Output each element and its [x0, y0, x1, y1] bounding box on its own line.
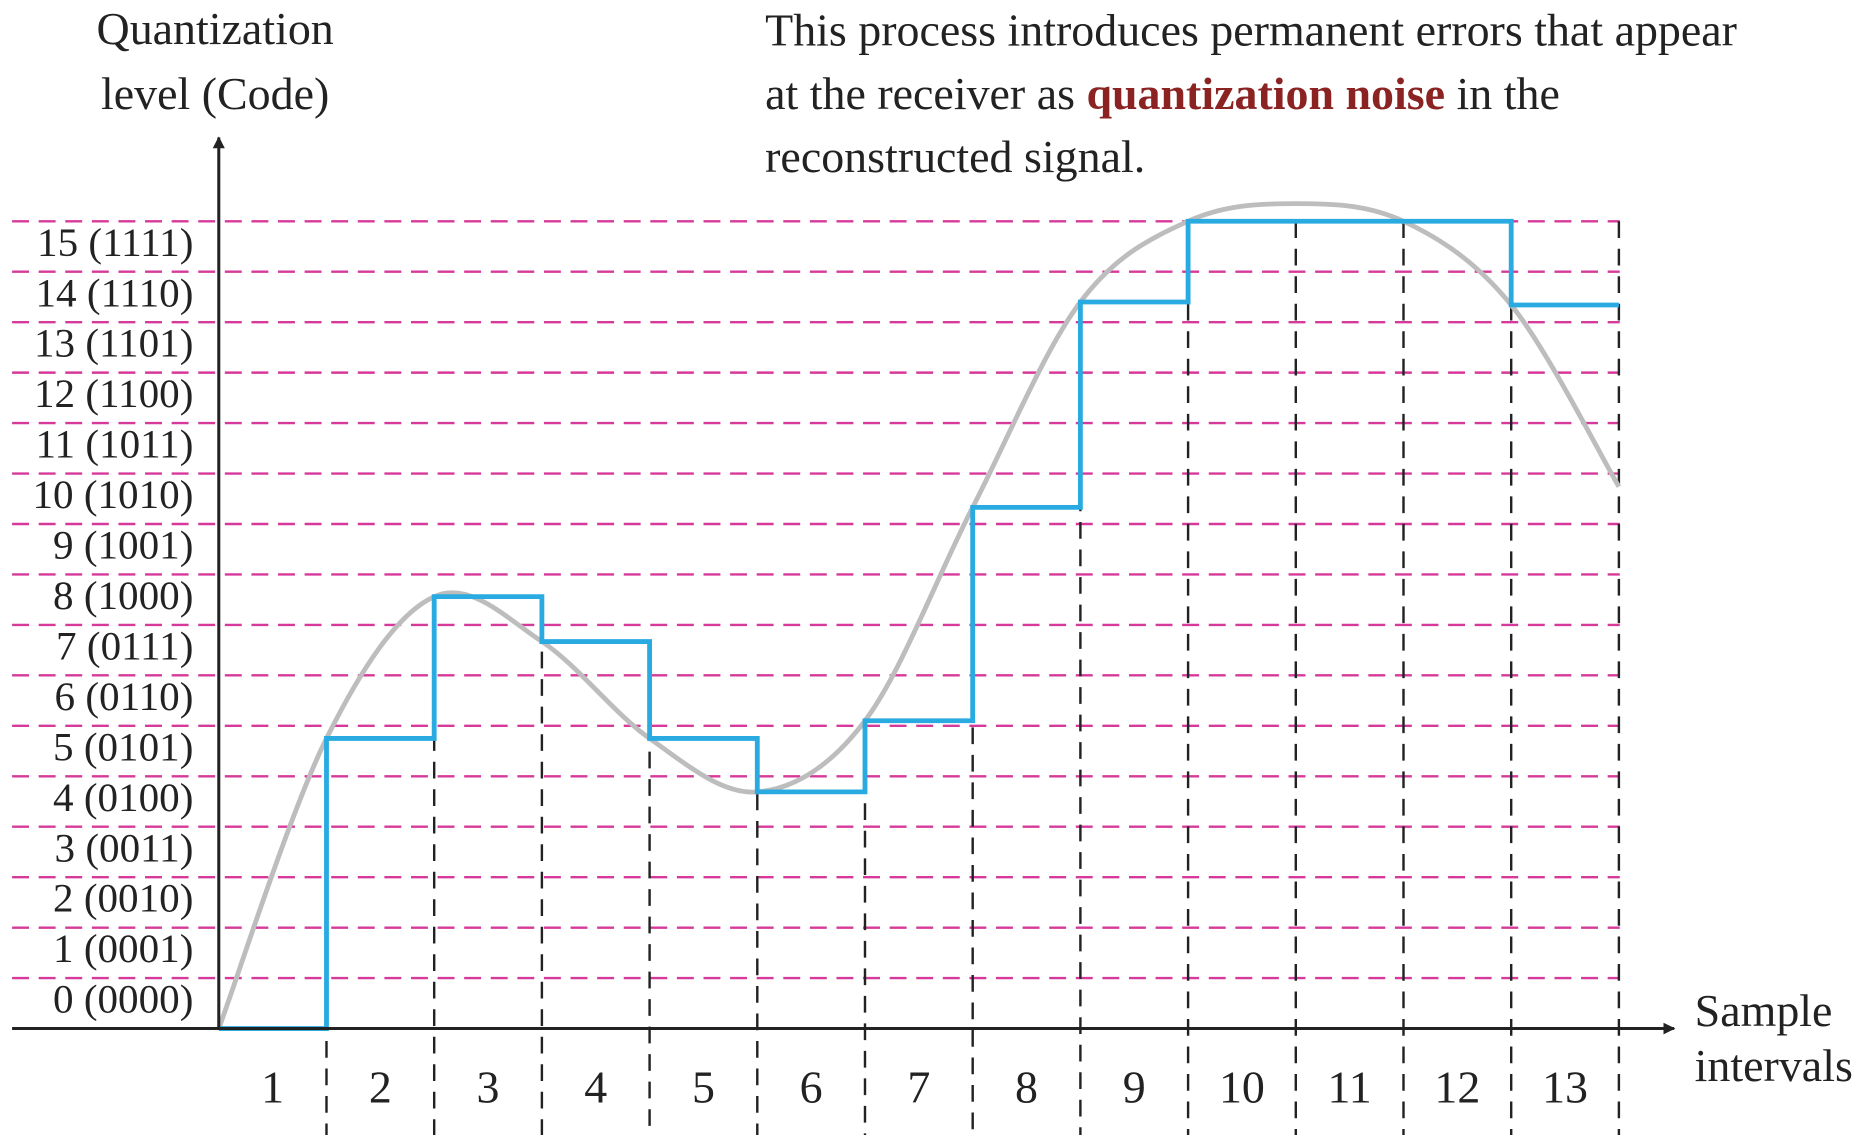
x-tick-label: 3	[477, 1062, 500, 1113]
x-tick-label: 11	[1328, 1062, 1372, 1113]
x-tick-label: 6	[800, 1062, 823, 1113]
x-axis-label: Sample	[1695, 985, 1833, 1036]
y-axis-label: level (Code)	[101, 68, 329, 119]
y-tick-label: 15 (1111)	[37, 220, 193, 265]
annotation-text: This process introduces permanent errors…	[765, 5, 1737, 56]
y-tick-label: 6 (0110)	[55, 674, 194, 719]
y-tick-label: 2 (0010)	[53, 876, 193, 921]
y-tick-label: 14 (1110)	[36, 270, 194, 315]
y-tick-label: 1 (0001)	[53, 926, 193, 971]
x-tick-label: 10	[1219, 1062, 1265, 1113]
highlight: quantization noise	[1086, 68, 1445, 119]
y-tick-label: 9 (1001)	[53, 523, 193, 568]
y-tick-label: 12 (1100)	[34, 371, 193, 416]
quantized-signal	[218, 218, 1619, 1031]
x-tick-label: 1	[261, 1062, 284, 1113]
x-tick-label: 4	[584, 1062, 607, 1113]
annotation-text: at the receiver as	[765, 68, 1086, 119]
y-tick-label: 7 (0111)	[56, 624, 193, 669]
annotation-text: reconstructed signal.	[765, 131, 1145, 182]
y-axis-label: Quantization	[97, 3, 334, 54]
annotation-text: in the	[1445, 68, 1560, 119]
y-tick-label: 4 (0100)	[53, 775, 193, 820]
x-tick-label: 13	[1542, 1062, 1588, 1113]
x-tick-label: 12	[1434, 1062, 1480, 1113]
analog-signal	[216, 201, 1621, 1030]
annotation: reconstructed signal.	[765, 131, 1145, 182]
y-tick-label: 5 (0101)	[53, 725, 193, 770]
y-tick-label: 11 (1011)	[36, 422, 194, 467]
x-tick-label: 9	[1123, 1062, 1146, 1113]
y-tick-label: 0 (0000)	[53, 977, 193, 1022]
y-tick-label: 3 (0011)	[55, 825, 194, 870]
x-axis-label: intervals	[1695, 1040, 1853, 1091]
y-tick-label: 10 (1010)	[32, 472, 193, 517]
y-tick-label: 8 (1000)	[53, 573, 193, 618]
annotation: at the receiver as quantization noise in…	[765, 68, 1560, 119]
x-tick-label: 8	[1015, 1062, 1038, 1113]
x-tick-label: 5	[692, 1062, 715, 1113]
x-tick-label: 2	[369, 1062, 392, 1113]
y-tick-label: 13 (1101)	[34, 321, 193, 366]
x-tick-label: 7	[907, 1062, 930, 1113]
annotation: This process introduces permanent errors…	[765, 5, 1737, 56]
